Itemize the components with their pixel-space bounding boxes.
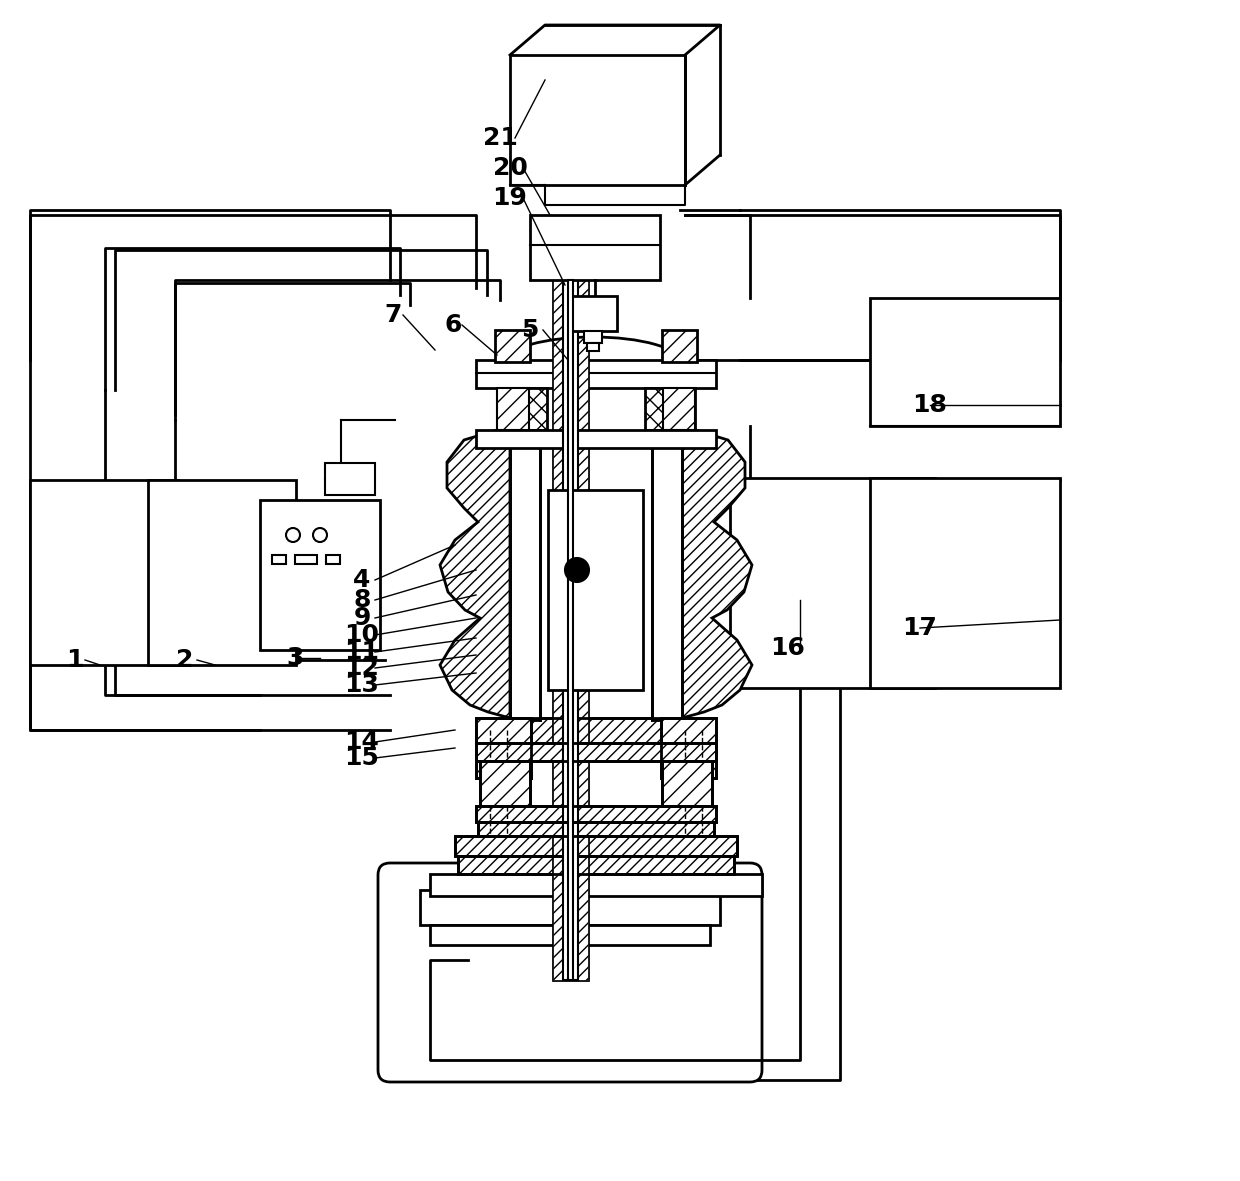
- Bar: [477, 822, 714, 836]
- Polygon shape: [440, 430, 510, 718]
- Bar: [476, 718, 715, 743]
- Bar: [476, 743, 715, 761]
- Bar: [661, 718, 715, 778]
- Bar: [497, 389, 529, 430]
- Text: 8: 8: [353, 588, 371, 612]
- Bar: [553, 280, 563, 980]
- Text: 21: 21: [482, 126, 517, 150]
- Bar: [645, 389, 694, 430]
- Bar: [510, 430, 539, 720]
- Text: 9: 9: [353, 606, 371, 629]
- Text: 12: 12: [345, 655, 379, 680]
- Text: 16: 16: [770, 637, 806, 660]
- Text: 2: 2: [176, 648, 193, 672]
- Text: 1: 1: [66, 648, 84, 672]
- Text: 14: 14: [345, 730, 379, 753]
- Text: 6: 6: [444, 313, 461, 337]
- Circle shape: [565, 557, 589, 582]
- Text: 13: 13: [345, 673, 379, 697]
- Bar: [476, 805, 715, 822]
- Text: 19: 19: [492, 185, 527, 210]
- FancyBboxPatch shape: [378, 863, 763, 1082]
- Bar: [662, 761, 712, 805]
- Bar: [455, 836, 737, 856]
- Bar: [510, 56, 684, 185]
- Bar: [476, 718, 531, 778]
- Bar: [480, 761, 529, 805]
- Bar: [529, 215, 660, 280]
- Circle shape: [286, 528, 300, 542]
- Text: 17: 17: [903, 616, 937, 640]
- Bar: [430, 925, 711, 945]
- Bar: [455, 836, 737, 856]
- Bar: [548, 490, 644, 690]
- Bar: [870, 478, 1060, 689]
- Bar: [497, 389, 547, 430]
- Bar: [495, 329, 529, 363]
- Bar: [326, 555, 340, 565]
- Bar: [295, 555, 317, 565]
- Bar: [652, 430, 682, 720]
- Bar: [870, 298, 1060, 426]
- Bar: [30, 479, 179, 665]
- Text: 18: 18: [913, 393, 947, 417]
- Bar: [663, 389, 694, 430]
- Bar: [480, 761, 529, 805]
- Bar: [476, 430, 715, 448]
- Bar: [662, 761, 712, 805]
- Text: 20: 20: [492, 156, 527, 180]
- Bar: [458, 856, 734, 874]
- Text: 15: 15: [345, 746, 379, 770]
- Polygon shape: [682, 430, 751, 718]
- Bar: [578, 280, 588, 980]
- Text: 11: 11: [345, 640, 379, 664]
- Bar: [476, 718, 531, 778]
- Bar: [730, 478, 935, 689]
- Bar: [553, 280, 588, 980]
- Bar: [430, 874, 763, 896]
- Text: 3: 3: [286, 646, 304, 670]
- Bar: [572, 296, 618, 331]
- Bar: [420, 890, 720, 925]
- Bar: [476, 805, 715, 822]
- Bar: [568, 280, 573, 980]
- Bar: [587, 342, 599, 351]
- Text: 5: 5: [521, 318, 538, 342]
- Bar: [477, 822, 714, 836]
- Text: 7: 7: [384, 304, 402, 327]
- Bar: [661, 718, 715, 778]
- Bar: [662, 329, 697, 363]
- Bar: [458, 856, 734, 874]
- Bar: [563, 280, 578, 980]
- Bar: [148, 479, 296, 665]
- Bar: [260, 500, 379, 650]
- Bar: [325, 463, 374, 495]
- Bar: [584, 331, 601, 342]
- Bar: [272, 555, 286, 565]
- Bar: [476, 718, 715, 743]
- Text: 10: 10: [345, 624, 379, 647]
- Text: 4: 4: [353, 568, 371, 592]
- Bar: [476, 743, 715, 761]
- Circle shape: [312, 528, 327, 542]
- Bar: [476, 360, 715, 389]
